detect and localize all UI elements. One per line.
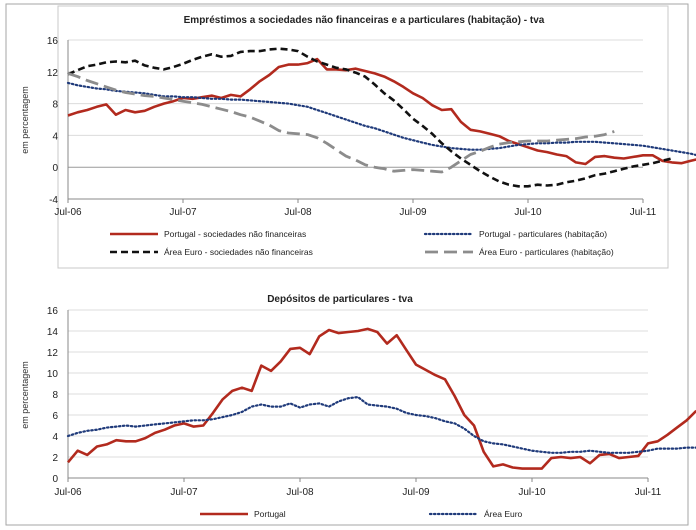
y-tick-label: 12 xyxy=(47,348,59,359)
series-line-2 xyxy=(67,47,673,188)
legend-label: Portugal - sociedades não financeiras xyxy=(164,229,306,239)
legend-label: Área Euro - sociedades não financeiras xyxy=(164,247,313,257)
chart-title: Empréstimos a sociedades não financeiras… xyxy=(184,15,545,26)
x-tick-label: Jul-10 xyxy=(514,207,542,218)
y-tick-label: 16 xyxy=(47,306,59,317)
y-tick-label: 4 xyxy=(52,131,58,142)
x-tick-label: Jul-11 xyxy=(630,207,657,218)
y-tick-label: -4 xyxy=(49,195,58,206)
x-tick-label: Jul-08 xyxy=(284,207,312,218)
y-tick-label: 10 xyxy=(47,369,59,380)
y-tick-label: 6 xyxy=(52,411,58,422)
legend-label: Área Euro xyxy=(484,509,523,519)
x-tick-label: Jul-06 xyxy=(54,207,82,218)
legend-label: Portugal xyxy=(254,509,286,519)
x-tick-label: Jul-11 xyxy=(635,487,662,498)
y-axis-label: em percentagem xyxy=(20,86,30,154)
x-tick-label: Jul-07 xyxy=(169,207,197,218)
x-tick-label: Jul-09 xyxy=(399,207,427,218)
y-tick-label: 0 xyxy=(52,474,58,485)
legend-label: Área Euro - particulares (habitação) xyxy=(479,247,614,257)
x-tick-label: Jul-10 xyxy=(518,487,546,498)
x-tick-label: Jul-08 xyxy=(286,487,314,498)
series-line-0 xyxy=(67,327,696,470)
y-tick-label: 8 xyxy=(52,390,58,401)
y-tick-label: 0 xyxy=(52,163,58,174)
series-line-0 xyxy=(67,57,696,166)
y-tick-label: 2 xyxy=(52,453,58,464)
series-line-1 xyxy=(66,81,696,157)
y-tick-label: 12 xyxy=(47,68,59,79)
chart-title: Depósitos de particulares - tva xyxy=(267,294,413,305)
legend-label: Portugal - particulares (habitação) xyxy=(479,229,607,239)
x-tick-label: Jul-09 xyxy=(402,487,430,498)
x-tick-label: Jul-07 xyxy=(170,487,198,498)
series-line-1 xyxy=(66,396,696,454)
y-tick-label: 16 xyxy=(47,36,59,47)
y-axis-label: em percentagem xyxy=(20,361,30,429)
x-tick-label: Jul-06 xyxy=(54,487,82,498)
series-line-3 xyxy=(67,72,615,174)
y-tick-label: 4 xyxy=(52,432,58,443)
y-tick-label: 14 xyxy=(47,327,59,338)
y-tick-label: 8 xyxy=(52,100,58,111)
